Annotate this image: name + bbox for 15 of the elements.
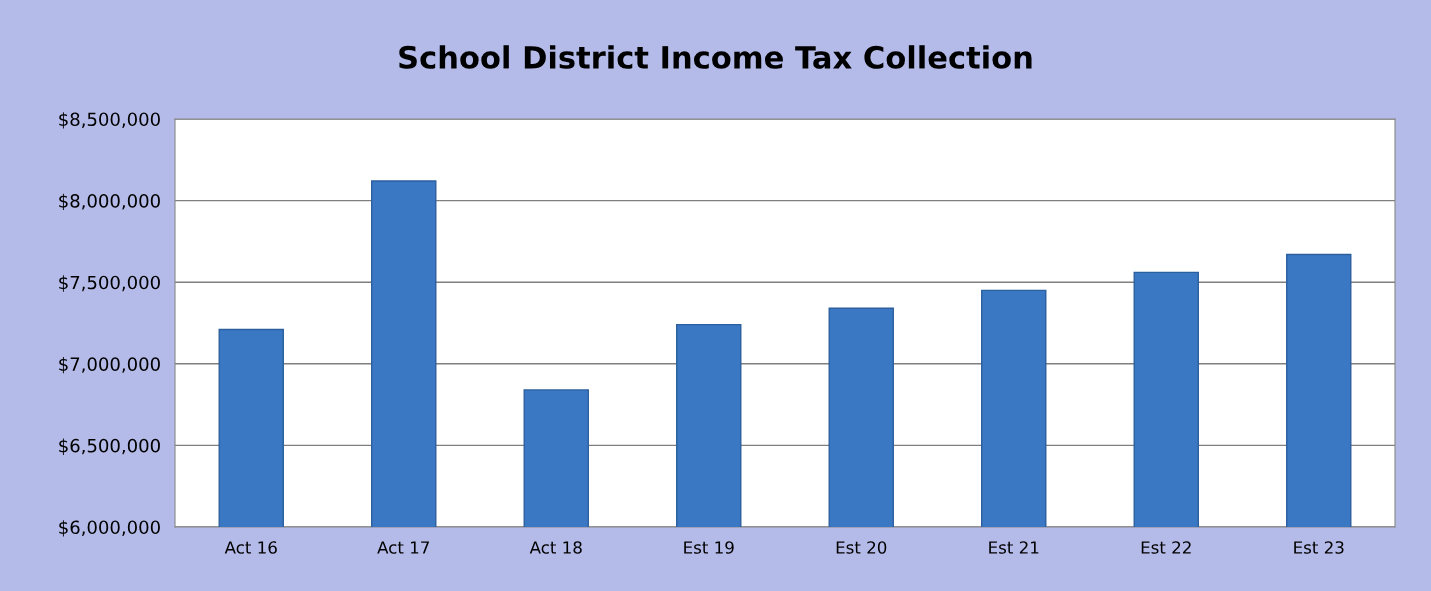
y-tick-label: $8,000,000: [59, 193, 160, 211]
y-tick-label: $6,000,000: [59, 520, 160, 537]
x-tick-label: Est 23: [1294, 541, 1344, 554]
y-tick-label: $8,500,000: [59, 112, 160, 129]
y-tick-label: $7,000,000: [59, 356, 160, 374]
x-tick-label: Est 19: [684, 541, 734, 554]
x-tick-label: Est 20: [836, 541, 887, 554]
chart-title: School District Income Tax Collection: [399, 45, 1032, 69]
x-tick-label: Act 17: [377, 541, 429, 554]
x-tick-label: Est 21: [989, 541, 1039, 554]
y-tick-label: $6,500,000: [59, 438, 160, 455]
x-tick-label: Act 18: [529, 541, 582, 554]
y-tick-label: $7,500,000: [59, 275, 160, 292]
x-tick-label: Act 16: [224, 541, 277, 554]
x-tick-label: Est 22: [1141, 541, 1191, 554]
